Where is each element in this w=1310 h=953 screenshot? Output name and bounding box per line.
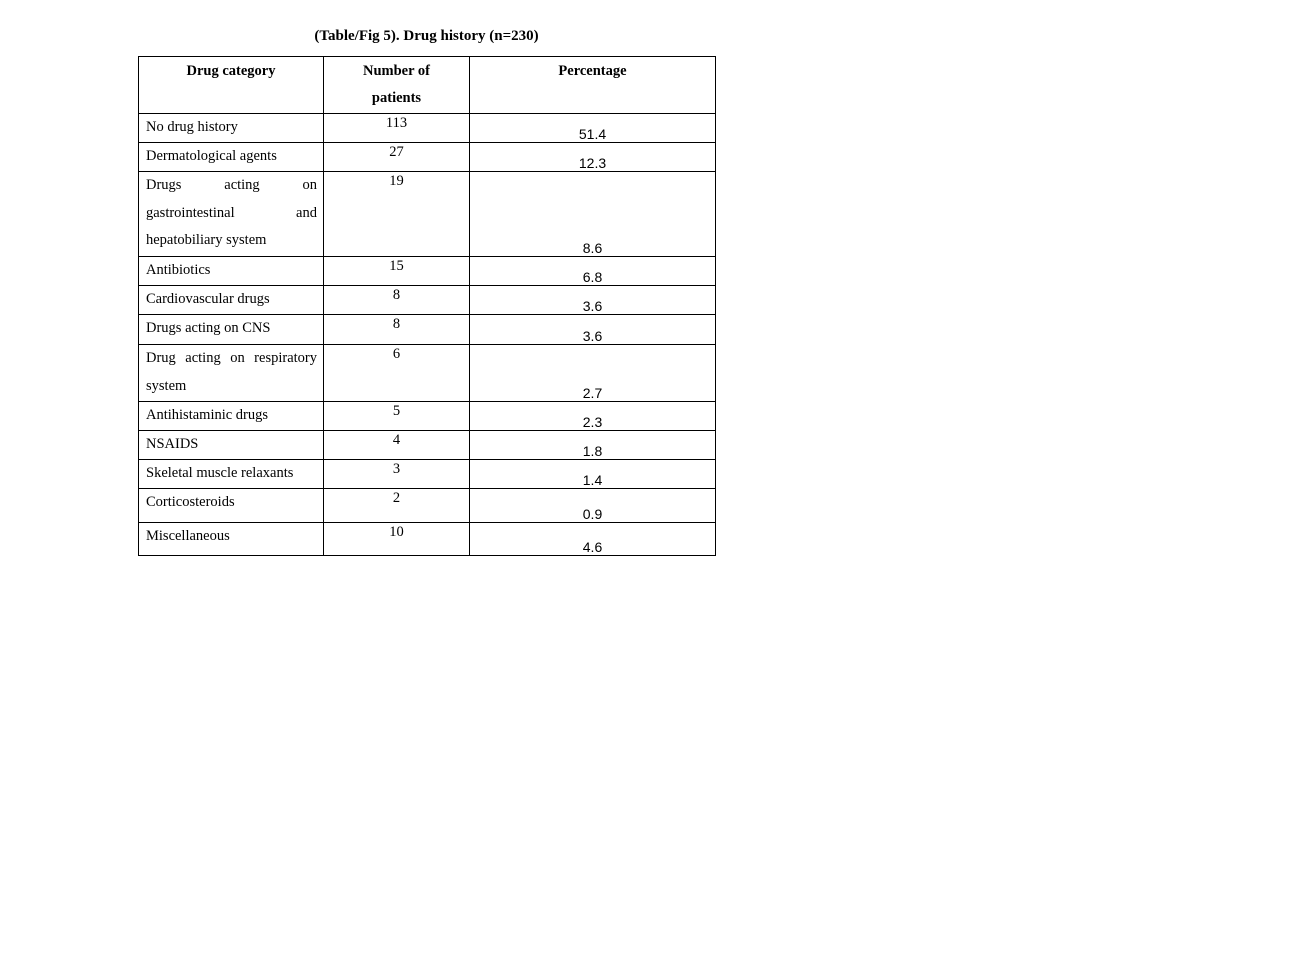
table-row: Skeletal muscle relaxants 3 1.4 <box>138 459 716 489</box>
table-row: Drug acting on respiratory system 6 2.7 <box>138 344 716 402</box>
table-row: Dermatological agents 27 12.3 <box>138 142 716 172</box>
patient-count-cell: 8 <box>323 314 470 345</box>
drug-category-cell: Antibiotics <box>138 256 324 286</box>
patient-count-cell: 27 <box>323 142 470 172</box>
percentage-cell: 1.8 <box>469 430 716 460</box>
drug-category-cell: Miscellaneous <box>138 522 324 556</box>
table-row: Drugs acting on gastrointestinal and hep… <box>138 171 716 257</box>
percentage-cell: 3.6 <box>469 285 716 315</box>
drug-category-cell: No drug history <box>138 113 324 143</box>
percentage-cell: 4.6 <box>469 522 716 556</box>
drug-category-cell: Drugs acting on gastrointestinal and hep… <box>138 171 324 257</box>
table-header-row: Drug category Number of patients Percent… <box>138 56 716 114</box>
table-row: Antibiotics 15 6.8 <box>138 256 716 286</box>
drug-category-cell: Drugs acting on CNS <box>138 314 324 345</box>
drug-category-cell: Skeletal muscle relaxants <box>138 459 324 489</box>
percentage-cell: 0.9 <box>469 488 716 523</box>
percentage-cell: 3.6 <box>469 314 716 345</box>
patient-count-cell: 8 <box>323 285 470 315</box>
table-row: No drug history 113 51.4 <box>138 113 716 143</box>
patient-count-cell: 3 <box>323 459 470 489</box>
percentage-cell: 12.3 <box>469 142 716 172</box>
table-row: Miscellaneous 10 4.6 <box>138 522 716 556</box>
drug-category-cell: Dermatological agents <box>138 142 324 172</box>
table-row: Antihistaminic drugs 5 2.3 <box>138 401 716 431</box>
drug-category-cell: Drug acting on respiratory system <box>138 344 324 402</box>
table-row: Cardiovascular drugs 8 3.6 <box>138 285 716 315</box>
patient-count-cell: 6 <box>323 344 470 402</box>
drug-history-table: Drug category Number of patients Percent… <box>138 56 716 556</box>
table-title: (Table/Fig 5). Drug history (n=230) <box>314 28 539 44</box>
patient-count-cell: 10 <box>323 522 470 556</box>
table-row: NSAIDS 4 1.8 <box>138 430 716 460</box>
header-drug-category: Drug category <box>138 56 324 114</box>
percentage-cell: 2.3 <box>469 401 716 431</box>
percentage-cell: 1.4 <box>469 459 716 489</box>
percentage-cell: 2.7 <box>469 344 716 402</box>
table-row: Drugs acting on CNS 8 3.6 <box>138 314 716 345</box>
percentage-cell: 51.4 <box>469 113 716 143</box>
patient-count-cell: 15 <box>323 256 470 286</box>
drug-category-cell: Antihistaminic drugs <box>138 401 324 431</box>
percentage-cell: 6.8 <box>469 256 716 286</box>
drug-category-cell: Corticosteroids <box>138 488 324 523</box>
table-row: Corticosteroids 2 0.9 <box>138 488 716 523</box>
header-number-of-patients: Number of patients <box>323 56 470 114</box>
drug-category-cell: Cardiovascular drugs <box>138 285 324 315</box>
header-percentage: Percentage <box>469 56 716 114</box>
patient-count-cell: 19 <box>323 171 470 257</box>
patient-count-cell: 5 <box>323 401 470 431</box>
patient-count-cell: 4 <box>323 430 470 460</box>
patient-count-cell: 113 <box>323 113 470 143</box>
drug-category-cell: NSAIDS <box>138 430 324 460</box>
patient-count-cell: 2 <box>323 488 470 523</box>
percentage-cell: 8.6 <box>469 171 716 257</box>
